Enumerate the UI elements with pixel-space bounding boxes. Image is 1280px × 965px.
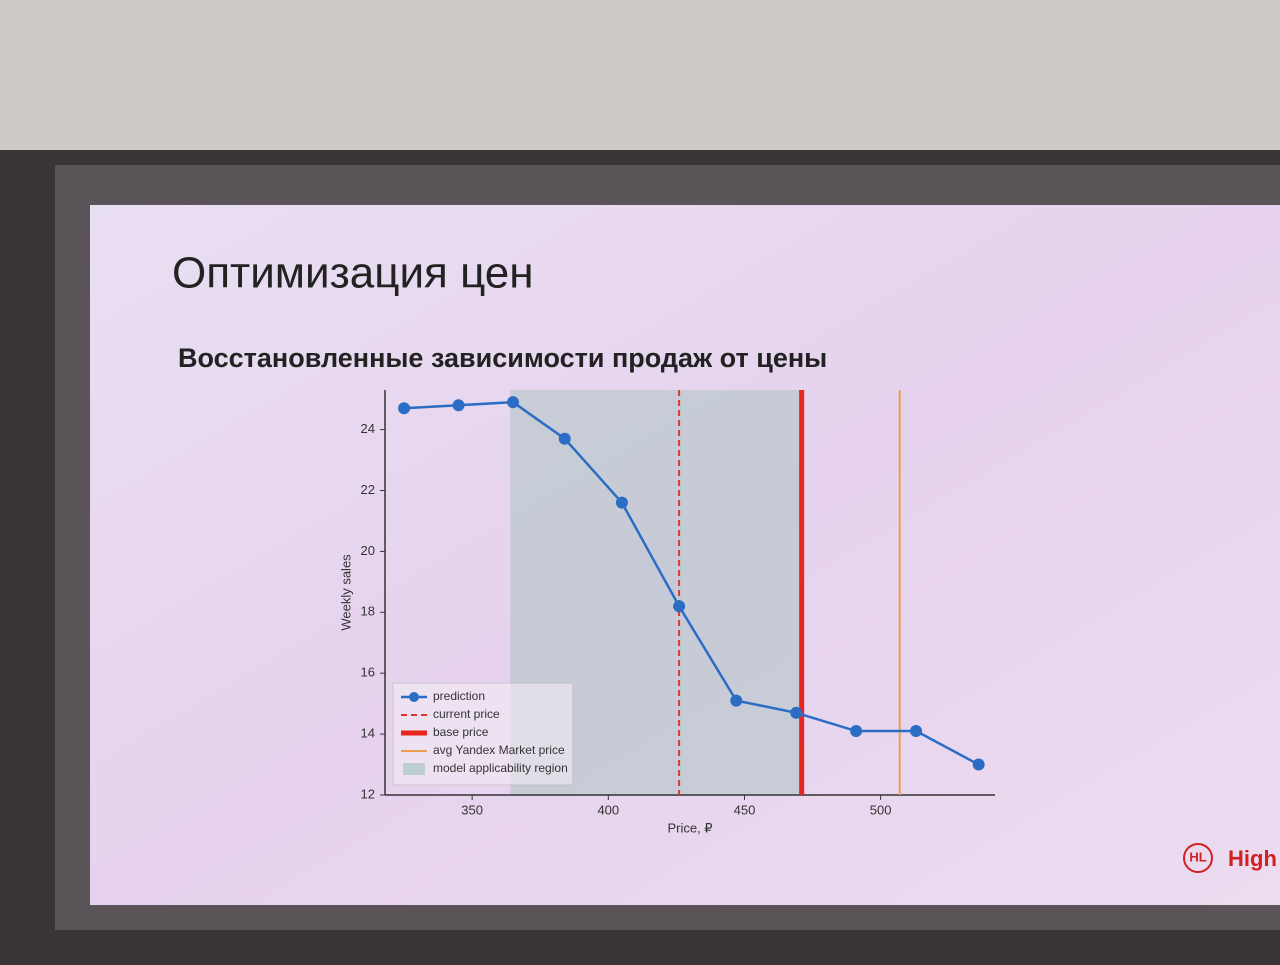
y-tick-label: 22 — [361, 482, 375, 497]
legend-label: model applicability region — [433, 761, 568, 775]
legend-label: avg Yandex Market price — [433, 743, 565, 757]
data-point — [790, 706, 803, 719]
y-tick-label: 14 — [361, 726, 375, 741]
data-point — [910, 725, 923, 738]
legend-label: prediction — [433, 689, 485, 703]
y-axis-label: Weekly sales — [338, 554, 353, 631]
y-tick-label: 16 — [361, 665, 375, 680]
y-tick-label: 18 — [361, 604, 375, 619]
x-tick-label: 400 — [597, 802, 619, 817]
logo-mark: HL — [1189, 849, 1206, 864]
logo-text: High — [1228, 846, 1277, 871]
legend-swatch — [403, 763, 425, 775]
slide-title: Оптимизация цен — [172, 249, 534, 298]
legend-label: base price — [433, 725, 489, 739]
x-axis-label: Price, ₽ — [667, 820, 712, 835]
data-point — [730, 694, 743, 707]
x-tick-label: 500 — [870, 802, 892, 817]
slide — [90, 205, 1280, 905]
data-point — [398, 402, 411, 415]
data-point — [850, 725, 863, 738]
y-tick-label: 24 — [361, 421, 375, 436]
data-point — [452, 399, 465, 412]
chart: 12 14 16 18 20 22 24 350 400 450 500 Price, ₽ Weekly… — [338, 390, 995, 835]
legend-label: current price — [433, 707, 500, 721]
ceiling — [0, 0, 1280, 150]
y-tick-label: 20 — [361, 543, 375, 558]
logo-circle — [1183, 843, 1213, 873]
data-point — [673, 600, 686, 613]
data-point — [506, 396, 519, 409]
y-tick-label: 12 — [361, 786, 375, 801]
legend-swatch — [409, 692, 419, 702]
chart-title: Восстановленные зависимости продаж от це… — [178, 343, 827, 373]
data-point — [615, 496, 628, 509]
x-tick-label: 450 — [734, 802, 756, 817]
x-tick-label: 350 — [461, 802, 483, 817]
data-point — [558, 432, 571, 445]
data-point — [972, 758, 985, 771]
